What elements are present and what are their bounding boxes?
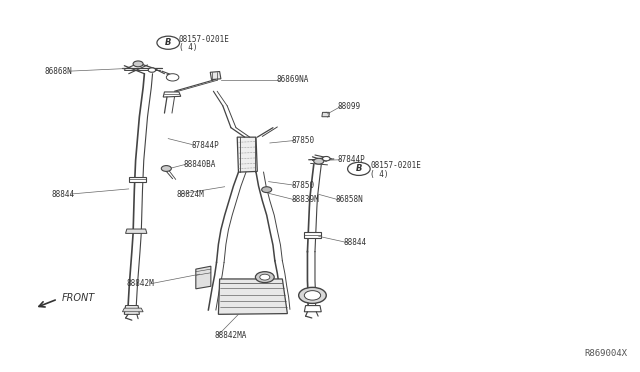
Polygon shape	[163, 92, 180, 97]
Polygon shape	[211, 71, 221, 80]
Text: 08157-0201E: 08157-0201E	[179, 35, 230, 44]
Polygon shape	[122, 308, 143, 312]
Polygon shape	[237, 137, 257, 172]
Circle shape	[348, 162, 370, 176]
Text: 86868N: 86868N	[45, 67, 72, 76]
Circle shape	[148, 68, 156, 72]
Text: 87844P: 87844P	[337, 155, 365, 164]
Circle shape	[157, 36, 179, 49]
Circle shape	[262, 187, 272, 193]
Circle shape	[299, 287, 326, 304]
Polygon shape	[124, 305, 140, 314]
Text: 88099: 88099	[337, 102, 361, 111]
Text: 08157-0201E: 08157-0201E	[370, 161, 421, 170]
Bar	[305, 232, 321, 238]
Circle shape	[161, 166, 172, 171]
Circle shape	[305, 291, 321, 300]
Text: 88839M: 88839M	[292, 195, 319, 204]
Circle shape	[314, 158, 324, 164]
Text: ( 4): ( 4)	[370, 170, 388, 179]
Polygon shape	[125, 229, 147, 233]
Circle shape	[260, 274, 270, 280]
Polygon shape	[322, 112, 330, 117]
Text: 86869NA: 86869NA	[276, 75, 308, 84]
Text: 88844: 88844	[51, 189, 74, 199]
Text: 88840BA: 88840BA	[183, 160, 216, 169]
Text: ( 4): ( 4)	[179, 43, 197, 52]
Text: R869004X: R869004X	[584, 349, 627, 358]
Text: B: B	[165, 38, 172, 47]
Text: 88824M: 88824M	[177, 189, 205, 199]
Circle shape	[166, 74, 179, 81]
Text: 87850: 87850	[292, 181, 315, 190]
Text: 88842MA: 88842MA	[214, 331, 247, 340]
Circle shape	[323, 157, 330, 161]
Text: 87850: 87850	[292, 136, 315, 145]
Text: 87844P: 87844P	[191, 141, 219, 150]
Polygon shape	[218, 279, 287, 314]
Circle shape	[133, 61, 143, 67]
Text: 86858N: 86858N	[336, 195, 364, 204]
Text: 88842M: 88842M	[126, 279, 154, 288]
Text: FRONT: FRONT	[61, 293, 95, 303]
Bar	[129, 177, 146, 182]
Text: B: B	[356, 164, 362, 173]
Text: 88844: 88844	[344, 238, 367, 247]
Circle shape	[255, 272, 274, 283]
Polygon shape	[305, 305, 321, 312]
Polygon shape	[196, 266, 211, 289]
